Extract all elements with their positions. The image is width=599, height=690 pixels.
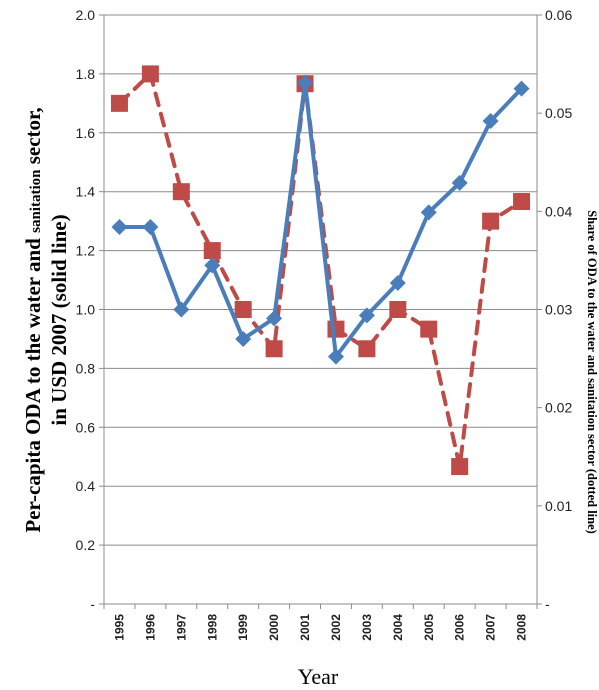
- data-point-diamond: [358, 307, 375, 324]
- data-point-diamond: [204, 257, 221, 274]
- x-tick-label: 1997: [174, 614, 188, 641]
- x-tick-label: 2002: [329, 614, 343, 641]
- right-tick-label: 0.04: [545, 203, 572, 219]
- left-tick-label: 1.8: [76, 66, 96, 82]
- data-point-diamond: [513, 80, 530, 97]
- x-tick-label: 2004: [391, 614, 405, 641]
- left-tick-label: 1.4: [76, 184, 96, 200]
- data-point-square: [234, 301, 252, 318]
- left-tick-label: 1.6: [76, 125, 96, 141]
- x-tick-label: 1999: [236, 614, 250, 641]
- left-tick-label: 2.0: [76, 7, 96, 23]
- left-tick-label: 0.8: [76, 360, 96, 376]
- data-point-diamond: [111, 219, 128, 236]
- x-axis-title: Year: [298, 664, 339, 689]
- x-tick-label: 1998: [205, 614, 219, 641]
- data-point-square: [172, 183, 190, 201]
- left-tick-label: 1.0: [76, 302, 96, 318]
- right-tick-label: -: [545, 596, 550, 612]
- x-tick-label: 2006: [453, 614, 467, 641]
- data-point-square: [141, 65, 159, 83]
- x-tick-label: 2001: [298, 614, 312, 641]
- left-axis-title-line2: in USD 2007 (solid line): [47, 214, 71, 425]
- right-tick-label: 0.06: [545, 7, 572, 23]
- data-point-square: [389, 301, 407, 318]
- data-point-diamond: [235, 330, 252, 347]
- data-point-diamond: [482, 113, 499, 130]
- x-tick-label: 2005: [422, 614, 436, 641]
- left-axis-ticks: - 0.2 0.4 0.6 0.8 1.0 1.2 1.4 1.6 1.8 2.0: [76, 7, 104, 612]
- series-share-dotted: [110, 65, 531, 476]
- data-point-diamond: [142, 219, 159, 236]
- x-tick-label: 1995: [112, 614, 126, 641]
- data-point-diamond: [173, 301, 190, 318]
- data-point-square: [358, 340, 376, 358]
- data-point-diamond: [266, 310, 283, 327]
- data-point-diamond: [327, 348, 344, 365]
- x-tick-label: 2007: [484, 614, 498, 641]
- data-point-diamond: [420, 204, 437, 221]
- data-point-diamond: [451, 174, 468, 191]
- x-tick-label: 2008: [515, 614, 529, 641]
- right-tick-label: 0.03: [545, 302, 572, 318]
- left-axis-title-line1: Per-capita ODA to the water and sanitati…: [21, 107, 45, 532]
- left-tick-label: -: [90, 596, 95, 612]
- x-tick-label: 1996: [143, 614, 157, 641]
- x-tick-label: 2000: [267, 614, 281, 641]
- data-point-square: [420, 320, 438, 338]
- data-point-square: [110, 94, 128, 112]
- data-point-diamond: [297, 74, 314, 91]
- left-tick-label: 0.6: [76, 419, 96, 435]
- data-point-square: [265, 340, 283, 358]
- data-point-diamond: [389, 274, 406, 291]
- series-per-capita-solid: [111, 74, 530, 365]
- right-tick-label: 0.01: [545, 498, 572, 514]
- data-point-square: [482, 212, 500, 230]
- left-tick-label: 1.2: [76, 243, 96, 259]
- right-axis-title: Share of ODA to the water and sanitation…: [585, 210, 599, 534]
- data-point-square: [203, 242, 221, 260]
- data-point-square: [513, 193, 531, 211]
- left-tick-label: 0.4: [76, 478, 96, 494]
- left-tick-label: 0.2: [76, 537, 96, 553]
- right-axis-ticks: - 0.01 0.02 0.03 0.04 0.05 0.06: [537, 7, 572, 612]
- data-point-square: [451, 458, 469, 476]
- x-axis-ticks: 1995 1996 1997 1998 1999 2000 2001 2002 2003 2004…: [103, 604, 538, 641]
- right-tick-label: 0.05: [545, 105, 572, 121]
- x-tick-label: 2003: [360, 614, 374, 641]
- right-tick-label: 0.02: [545, 400, 572, 416]
- series-line: [117, 80, 524, 359]
- data-point-square: [327, 320, 345, 338]
